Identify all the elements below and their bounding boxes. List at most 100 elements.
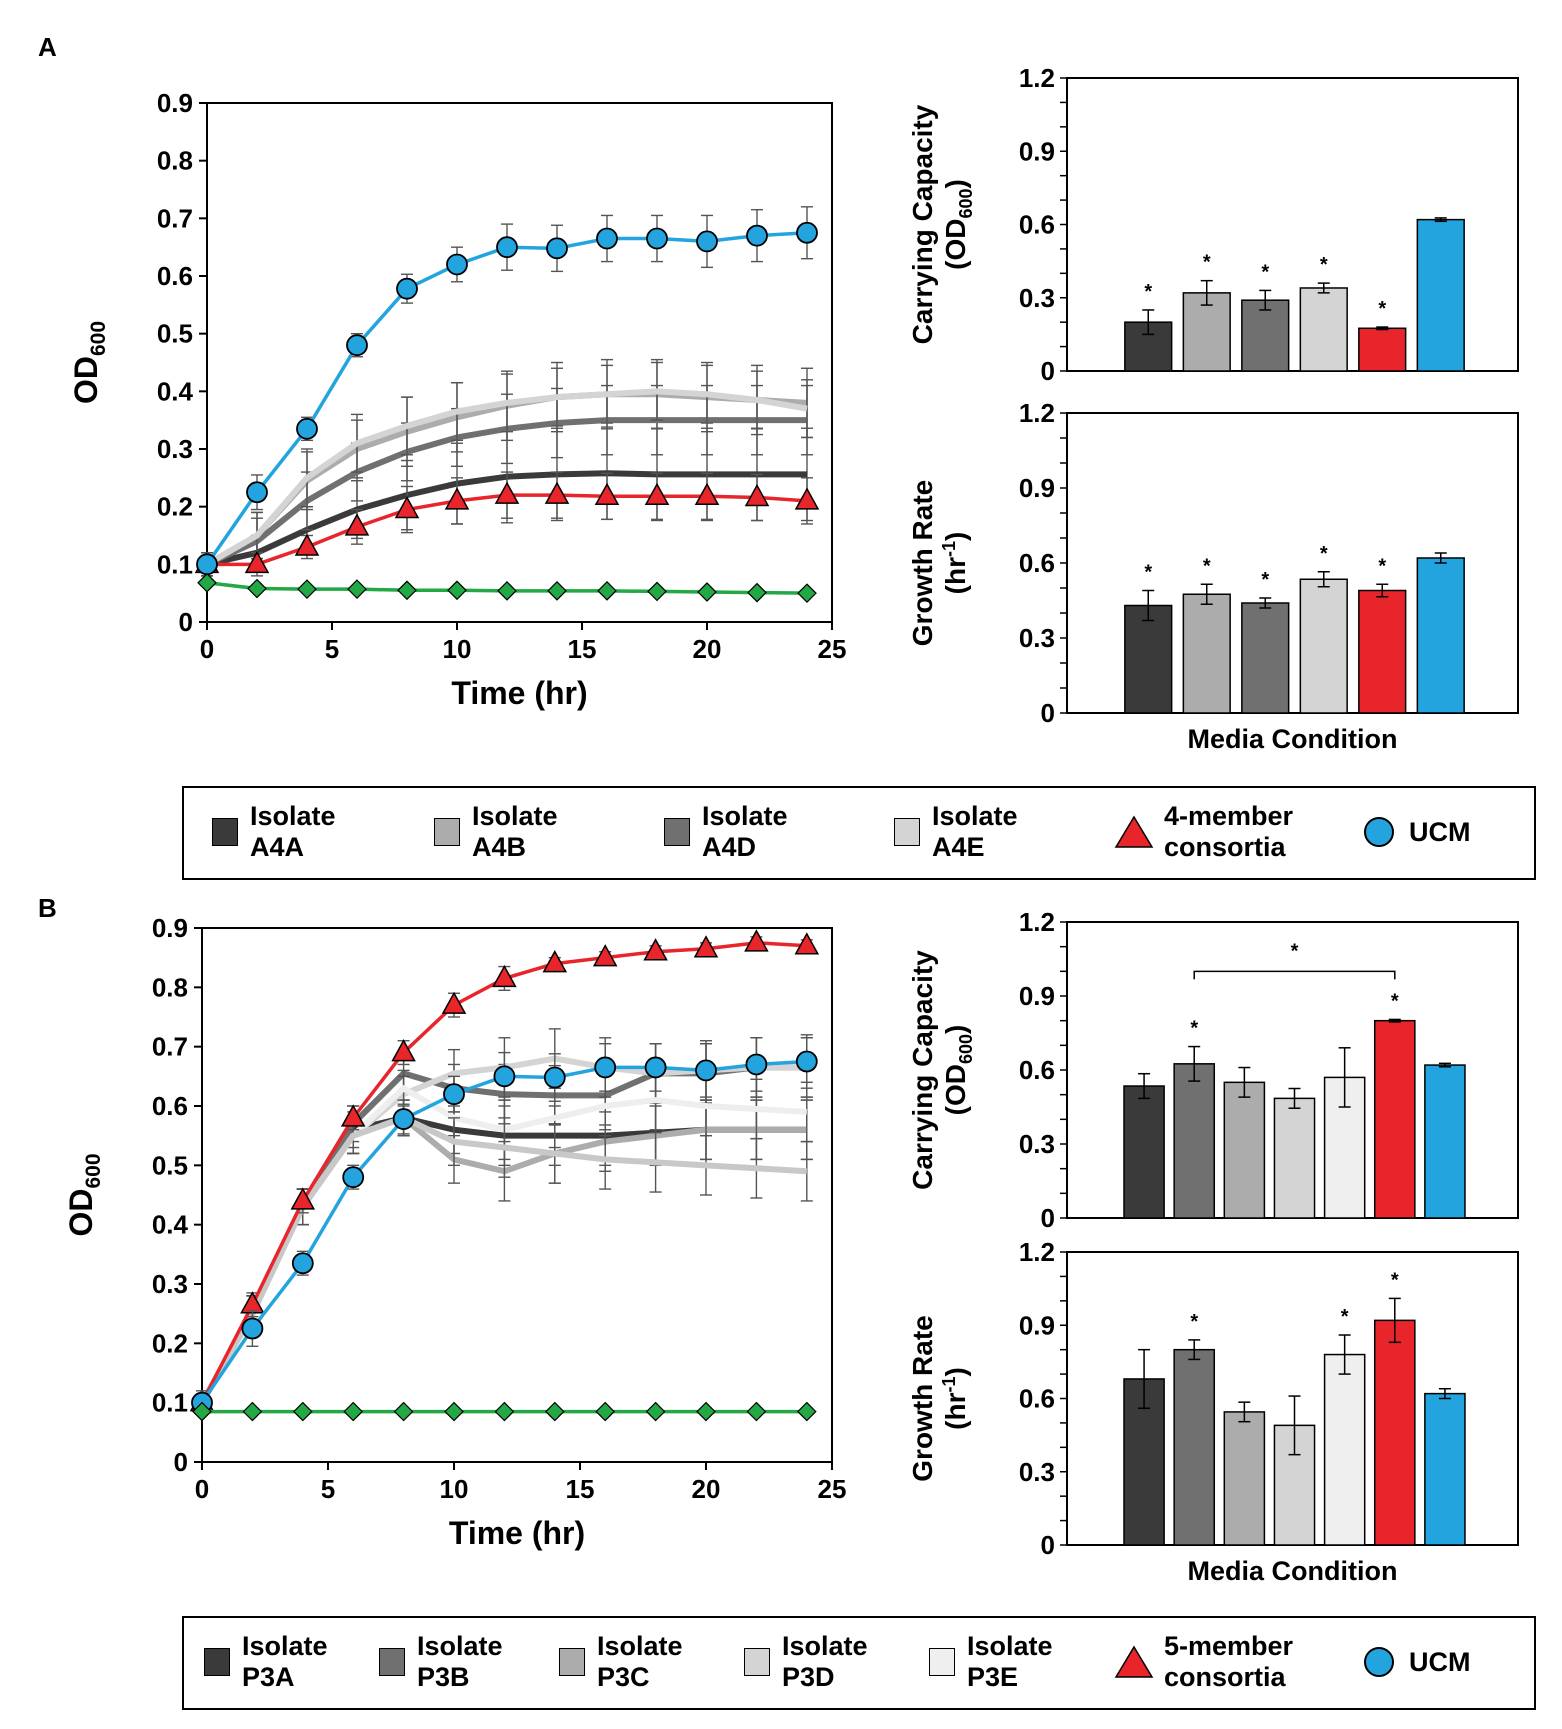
chart-A-carrying: 0 0.3 0.6 0.9 1.2 Carrying Capacity (OD600) * * *… (907, 63, 1519, 386)
data-point (693, 935, 719, 958)
significance-mark: * (1391, 990, 1399, 1012)
data-point (392, 1108, 415, 1130)
y-tick-label: 0.2 (157, 492, 193, 522)
bar (1424, 1392, 1466, 1546)
bar (1358, 589, 1407, 714)
legend-swatch (664, 818, 690, 846)
data-point (494, 1401, 515, 1422)
data-point (346, 334, 368, 357)
data-point (694, 482, 720, 506)
y-tick-label: 0.3 (157, 434, 193, 464)
chart-A-rate: 0 0.3 0.6 0.9 1.2 Growth Rate (hr-1) Media Cond… (907, 398, 1519, 754)
data-point (747, 582, 767, 603)
y-tick-label: 0.9 (1019, 1310, 1055, 1340)
legend-item: Isolate A4A (212, 796, 336, 868)
bar (1241, 602, 1290, 714)
y-axis-label-units: (OD600) (940, 179, 976, 270)
legend-item: UCM (1359, 796, 1471, 868)
series-control (192, 1401, 817, 1422)
data-point (196, 553, 218, 576)
data-point (797, 583, 817, 604)
y-tick-label: 0.6 (1019, 210, 1055, 240)
bar (1358, 327, 1407, 372)
significance-mark: * (1341, 1306, 1349, 1328)
y-tick-label: 0.4 (152, 1210, 189, 1240)
bar (1299, 287, 1348, 372)
data-point (396, 277, 418, 300)
data-point (592, 944, 618, 967)
data-point (546, 237, 568, 260)
legend-label: 4-member consortia (1164, 801, 1294, 862)
x-tick-label: 25 (818, 634, 847, 664)
y-tick-label: 1.2 (1019, 63, 1055, 93)
bar (1241, 299, 1290, 372)
bar (1124, 604, 1173, 714)
data-point (543, 1066, 566, 1089)
bar (1373, 1019, 1416, 1219)
data-point (596, 227, 618, 250)
x-tick-label: 5 (325, 634, 339, 664)
data-point (294, 533, 320, 556)
legend-swatch (894, 818, 920, 846)
y-axis-label-units: (hr-1) (939, 532, 971, 595)
legend-a: Isolate A4A Isolate A4B Isolate A4D Isolate… (182, 786, 1536, 880)
data-point (794, 932, 820, 955)
data-point (242, 1401, 263, 1422)
legend-item: Isolate P3E (929, 1626, 1053, 1698)
data-point (246, 481, 268, 504)
series-control (197, 572, 817, 604)
series-ucm (191, 1034, 818, 1416)
y-tick-label: 0.9 (1019, 136, 1055, 166)
significance-mark: * (1291, 940, 1299, 962)
x-tick-label: 0 (195, 1474, 209, 1504)
bar (1323, 1353, 1366, 1546)
data-point (696, 230, 718, 253)
bar (1182, 593, 1231, 714)
x-axis-label: Time (hr) (449, 1515, 585, 1551)
data-point (644, 1056, 667, 1079)
legend-label: Isolate P3A (242, 1631, 328, 1692)
legend-swatch (1364, 1647, 1394, 1677)
x-tick-label: 10 (443, 634, 472, 664)
significance-mark: * (1378, 298, 1386, 320)
legend-swatch (212, 818, 238, 846)
y-tick-label: 0 (179, 607, 193, 637)
chart-B-carrying: 0 0.3 0.6 0.9 1.2 Carrying Capacity (OD600) * * * (907, 907, 1519, 1233)
data-point (497, 581, 517, 601)
legend-swatch (204, 1648, 230, 1676)
y-tick-label: 0.1 (152, 1388, 188, 1418)
y-tick-label: 0 (1041, 1203, 1055, 1233)
legend-swatch (1114, 1645, 1154, 1678)
data-point (544, 1401, 565, 1422)
y-tick-label: 0.3 (152, 1269, 188, 1299)
y-tick-label: 0.7 (152, 1032, 188, 1062)
series-line (205, 388, 808, 567)
legend-label: UCM (1409, 816, 1471, 847)
legend-label: Isolate P3E (967, 1631, 1053, 1692)
legend-item: Isolate P3D (744, 1626, 868, 1698)
y-tick-label: 0.6 (157, 261, 193, 291)
bar (1223, 1411, 1266, 1546)
bar (1223, 1081, 1266, 1219)
data-point (645, 1401, 666, 1422)
significance-mark: * (1378, 555, 1386, 577)
data-point (394, 495, 420, 519)
data-point (492, 964, 517, 988)
data-point (397, 580, 417, 601)
data-point (444, 487, 470, 510)
data-point (340, 1104, 366, 1127)
y-axis-label-units: (hr-1) (939, 1367, 971, 1430)
legend-item: Isolate P3A (204, 1626, 328, 1698)
data-point (746, 1401, 767, 1422)
y-tick-label: 0.9 (1019, 981, 1055, 1011)
y-tick-label: 0.6 (1019, 1055, 1055, 1085)
y-tick-label: 0.3 (1019, 623, 1055, 653)
data-point (444, 1401, 464, 1422)
data-point (343, 1401, 364, 1422)
legend-swatch (434, 818, 460, 846)
data-point (192, 1401, 212, 1422)
significance-mark: * (1203, 252, 1211, 274)
bar (1173, 1063, 1216, 1219)
data-point (347, 579, 367, 599)
